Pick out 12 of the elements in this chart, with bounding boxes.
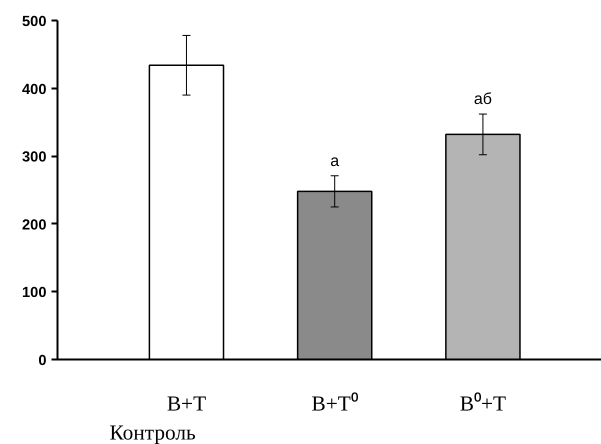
annotation: аб <box>474 91 492 108</box>
x-tick-label: B⁰+T <box>460 392 506 416</box>
text: Контроль <box>110 420 196 444</box>
y-tick-label: 500 <box>22 14 47 30</box>
y-tick-label: 400 <box>22 82 47 98</box>
annotation: а <box>330 152 340 170</box>
x-tick-label: B+T <box>166 392 206 416</box>
x-tick-label: B+T⁰ <box>312 392 359 416</box>
y-tick-label: 0 <box>38 353 47 369</box>
y-tick-label: 300 <box>22 150 47 166</box>
y-tick-label: 200 <box>22 217 47 234</box>
y-tick-label: 100 <box>22 285 47 302</box>
